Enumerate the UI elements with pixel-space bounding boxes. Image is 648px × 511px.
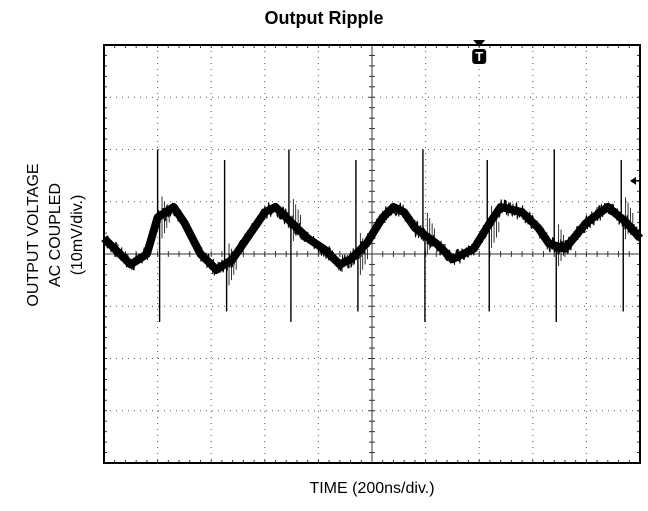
- chart-title: Output Ripple: [264, 8, 384, 28]
- trigger-label: T: [475, 49, 483, 64]
- trigger-arrow-icon: [473, 40, 486, 47]
- trigger-badge: [472, 49, 487, 64]
- ripple-trace-noise: [103, 199, 641, 276]
- x-axis-label: TIME (200ns/div.): [309, 480, 435, 497]
- reference-arrow-icon: [630, 176, 636, 185]
- plot-frame: [103, 44, 641, 464]
